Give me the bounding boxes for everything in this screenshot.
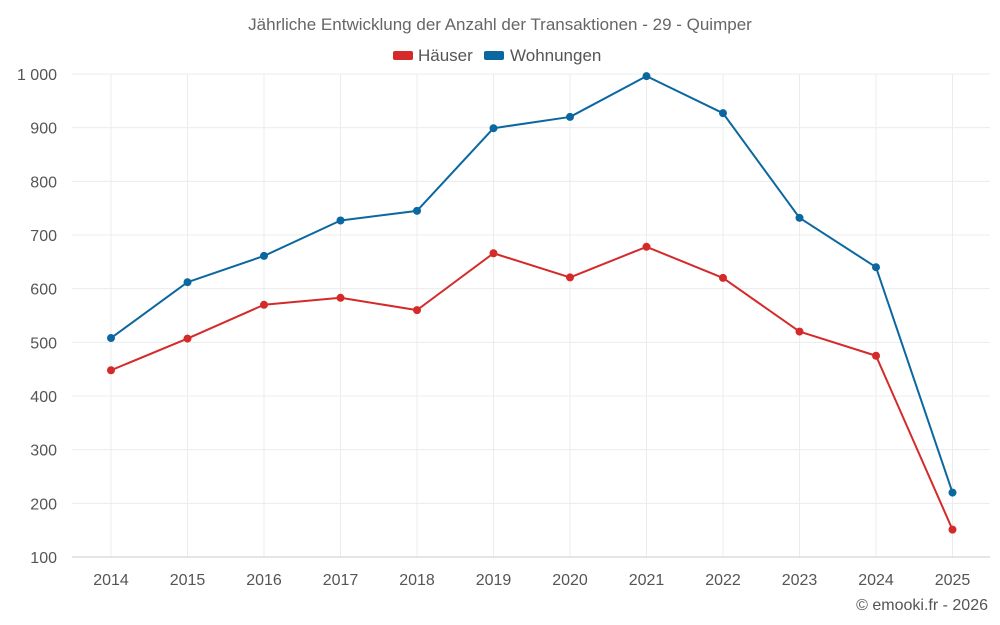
data-point-haeuser[interactable] [719,273,727,282]
x-tick-label: 2014 [93,572,129,589]
x-tick-label: 2019 [476,572,512,589]
data-point-haeuser[interactable] [795,327,804,336]
data-point-haeuser[interactable] [566,273,574,282]
y-tick-label: 600 [30,282,57,299]
legend-swatch-wohnungen [484,51,504,60]
legend-label-wohnungen: Wohnungen [510,46,601,65]
y-tick-label: 200 [30,496,57,513]
y-tick-label: 300 [30,443,57,460]
data-point-wohnungen[interactable] [336,216,345,225]
data-point-wohnungen[interactable] [719,109,727,118]
chart-title: Jährliche Entwicklung der Anzahl der Tra… [248,15,752,34]
x-tick-label: 2022 [705,572,741,589]
data-point-wohnungen[interactable] [260,251,268,260]
y-axis-ticks: 100 200 300 400 500 600 700 800 900 1 000 [17,67,57,567]
x-axis-ticks: 2014 2015 2016 2017 2018 2019 2020 2021 2022 2023… [93,572,970,589]
data-point-haeuser[interactable] [107,366,115,375]
x-tick-label: 2020 [552,572,588,589]
x-tick-label: 2018 [399,572,435,589]
grid [72,73,990,558]
series-line-haeuser [110,245,954,531]
data-point-wohnungen[interactable] [948,488,957,497]
y-tick-label: 700 [30,228,57,245]
y-tick-label: 800 [30,174,57,191]
data-point-wohnungen[interactable] [795,213,804,222]
x-tick-label: 2023 [782,572,818,589]
data-point-haeuser[interactable] [413,306,421,315]
data-point-haeuser[interactable] [489,249,498,258]
y-tick-label: 1 000 [17,67,57,84]
data-point-haeuser[interactable] [183,334,192,343]
x-tick-label: 2021 [629,572,665,589]
y-tick-label: 400 [30,389,57,406]
legend-item-haeuser[interactable]: Häuser [393,46,473,65]
legend-swatch-haeuser [393,51,413,60]
data-point-haeuser[interactable] [260,300,268,309]
x-tick-label: 2017 [323,572,359,589]
y-tick-label: 900 [30,121,57,138]
x-tick-label: 2024 [858,572,894,589]
legend-item-wohnungen[interactable]: Wohnungen [484,46,601,65]
data-point-wohnungen[interactable] [183,278,192,287]
data-point-wohnungen[interactable] [107,334,115,343]
y-tick-label: 500 [30,335,57,352]
data-point-wohnungen[interactable] [872,263,880,272]
series-line-wohnungen [110,75,954,493]
data-point-wohnungen[interactable] [566,112,574,121]
data-point-haeuser[interactable] [336,293,345,302]
x-tick-label: 2015 [170,572,206,589]
x-tick-label: 2016 [246,572,282,589]
y-tick-label: 100 [30,550,57,567]
data-point-haeuser[interactable] [872,351,880,360]
data-point-wohnungen[interactable] [413,206,421,215]
credit-text: © emooki.fr - 2026 [856,597,988,614]
legend-label-haeuser: Häuser [418,46,473,65]
data-point-haeuser[interactable] [948,525,957,534]
series [107,72,957,534]
data-point-haeuser[interactable] [642,242,651,251]
legend: Häuser Wohnungen [393,46,601,65]
data-point-wohnungen[interactable] [642,72,651,81]
data-point-wohnungen[interactable] [489,124,498,133]
x-tick-label: 2025 [935,572,971,589]
